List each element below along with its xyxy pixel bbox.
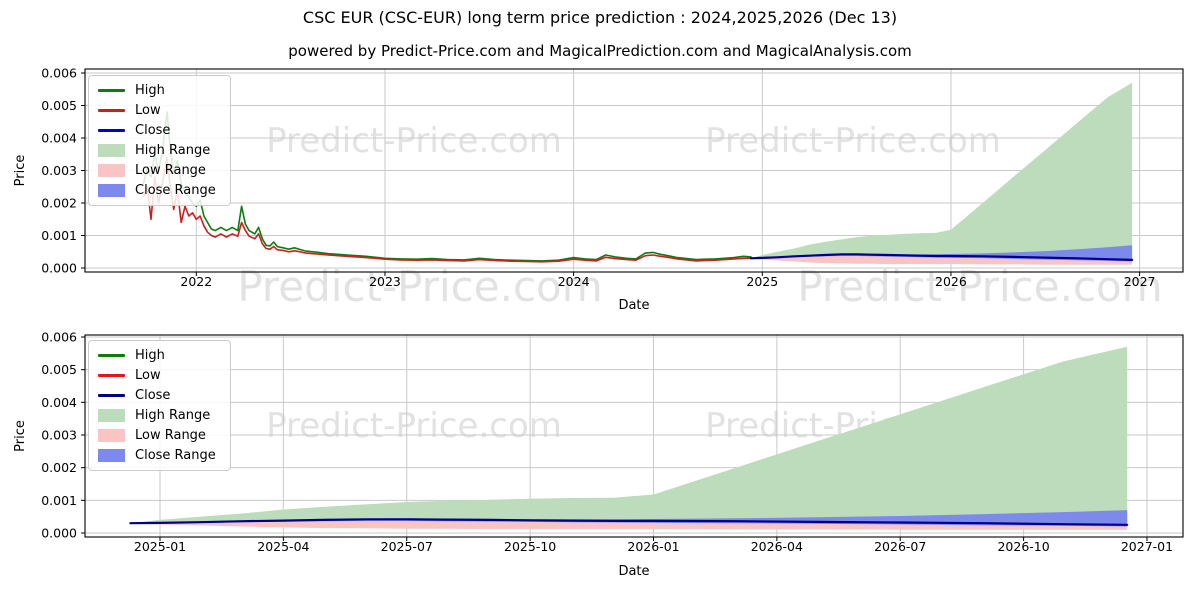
legend-swatch-line bbox=[98, 374, 125, 377]
legend-item-close-range: Close Range bbox=[98, 448, 216, 463]
legend-label: High bbox=[135, 348, 165, 363]
bottom-chart: Predict-Price.com Predict-Price.com2025-0… bbox=[13, 330, 1184, 579]
legend-item-high: High bbox=[98, 348, 216, 363]
legend-label: High Range bbox=[135, 143, 211, 158]
legend-item-low: Low bbox=[98, 103, 216, 118]
y-tick-label: 0.005 bbox=[41, 362, 77, 377]
legend-label: Low bbox=[135, 103, 161, 118]
watermark-text: Predict-Price.com bbox=[797, 262, 1162, 311]
y-axis-label: Price bbox=[13, 155, 28, 187]
x-tick-label: 2026 bbox=[935, 274, 967, 289]
y-tick-label: 0.001 bbox=[41, 228, 77, 243]
x-tick-label: 2025-10 bbox=[504, 539, 556, 554]
legend-item-high-range: High Range bbox=[98, 408, 216, 423]
x-tick-label: 2026-01 bbox=[627, 539, 679, 554]
legend-swatch-line bbox=[98, 109, 125, 112]
top-chart-legend: High Low Close High Range Low Range Close Ran… bbox=[88, 75, 231, 206]
legend-swatch-patch bbox=[98, 429, 125, 442]
legend-label: Close bbox=[135, 388, 171, 403]
legend-label: High Range bbox=[135, 408, 211, 423]
x-tick-label: 2025-07 bbox=[381, 539, 433, 554]
x-tick-label: 2027-01 bbox=[1121, 539, 1173, 554]
y-tick-label: 0.006 bbox=[41, 66, 77, 81]
legend-swatch-patch bbox=[98, 409, 125, 422]
page-title: CSC EUR (CSC-EUR) long term price predic… bbox=[302, 8, 898, 27]
y-tick-label: 0.002 bbox=[41, 196, 77, 211]
x-tick-label: 2027 bbox=[1124, 274, 1156, 289]
legend-item-high-range: High Range bbox=[98, 143, 216, 158]
legend-swatch-line bbox=[98, 394, 125, 397]
y-tick-label: 0.005 bbox=[41, 98, 77, 113]
legend-item-close-range: Close Range bbox=[98, 183, 216, 198]
legend-item-close: Close bbox=[98, 123, 216, 138]
x-tick-label: 2023 bbox=[369, 274, 401, 289]
y-tick-label: 0.006 bbox=[41, 330, 77, 345]
y-tick-label: 0.001 bbox=[41, 493, 77, 508]
x-tick-label: 2025-01 bbox=[134, 539, 186, 554]
legend-label: High bbox=[135, 83, 165, 98]
x-tick-label: 2024 bbox=[558, 274, 590, 289]
x-tick-label: 2022 bbox=[180, 274, 212, 289]
legend-label: Low bbox=[135, 368, 161, 383]
legend-item-close: Close bbox=[98, 388, 216, 403]
legend-swatch-line bbox=[98, 354, 125, 357]
y-tick-label: 0.003 bbox=[41, 163, 77, 178]
watermark-text: Predict-Price.com bbox=[237, 262, 602, 311]
watermark-text: Predict-Price.com bbox=[705, 121, 1001, 161]
top-chart: Predict-Price.com Predict-Price.com Predic… bbox=[13, 66, 1184, 313]
legend-label: Close Range bbox=[135, 183, 216, 198]
legend-item-low-range: Low Range bbox=[98, 163, 216, 178]
y-tick-label: 0.004 bbox=[41, 395, 77, 410]
y-tick-label: 0.000 bbox=[41, 261, 77, 276]
legend-swatch-patch bbox=[98, 184, 125, 197]
y-tick-label: 0.002 bbox=[41, 460, 77, 475]
legend-item-high: High bbox=[98, 83, 216, 98]
page-subtitle: powered by Predict-Price.com and Magical… bbox=[288, 42, 912, 60]
y-axis-label: Price bbox=[13, 420, 28, 452]
y-tick-label: 0.003 bbox=[41, 428, 77, 443]
x-axis-label: Date bbox=[618, 564, 649, 579]
y-tick-label: 0.004 bbox=[41, 131, 77, 146]
watermark-text: Predict-Price.com bbox=[266, 121, 562, 161]
legend-swatch-line bbox=[98, 89, 125, 92]
legend-item-low: Low bbox=[98, 368, 216, 383]
legend-swatch-patch bbox=[98, 449, 125, 462]
watermark-text: Predict-Price.com bbox=[266, 406, 562, 446]
x-tick-label: 2026-10 bbox=[997, 539, 1049, 554]
legend-swatch-line bbox=[98, 129, 125, 132]
x-tick-label: 2026-04 bbox=[751, 539, 803, 554]
legend-label: Close Range bbox=[135, 448, 216, 463]
legend-label: Low Range bbox=[135, 428, 206, 443]
y-tick-label: 0.000 bbox=[41, 526, 77, 541]
x-axis-label: Date bbox=[618, 298, 649, 313]
x-tick-label: 2025 bbox=[746, 274, 778, 289]
legend-item-low-range: Low Range bbox=[98, 428, 216, 443]
legend-swatch-patch bbox=[98, 164, 125, 177]
x-tick-label: 2026-07 bbox=[874, 539, 926, 554]
bottom-chart-legend: High Low Close High Range Low Range Close Ran… bbox=[88, 340, 231, 471]
legend-label: Low Range bbox=[135, 163, 206, 178]
legend-swatch-patch bbox=[98, 144, 125, 157]
x-tick-label: 2025-04 bbox=[257, 539, 309, 554]
legend-label: Close bbox=[135, 123, 171, 138]
